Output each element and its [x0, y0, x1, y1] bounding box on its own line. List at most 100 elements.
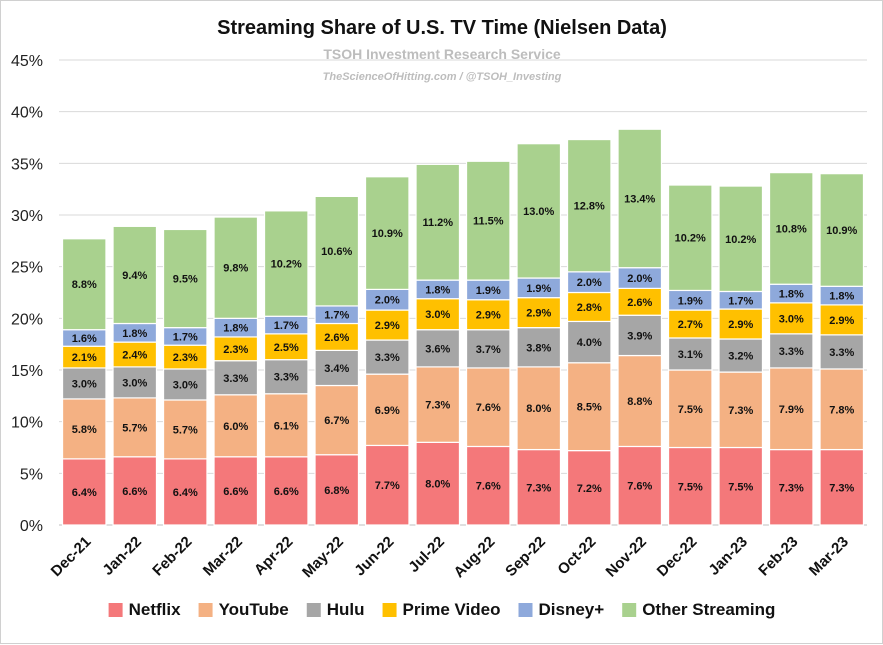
- bar-segment: [112, 225, 158, 325]
- bar-segment: [566, 138, 612, 273]
- data-label: 7.8%: [829, 404, 854, 416]
- legend-label: Other Streaming: [642, 600, 775, 619]
- data-label: 3.7%: [476, 344, 501, 356]
- bar-segment: [364, 373, 410, 447]
- bar-segment: [314, 454, 360, 526]
- bar-segment: [415, 329, 461, 368]
- data-label: 2.1%: [72, 352, 97, 364]
- x-tick-label: Jan-23: [705, 533, 751, 579]
- data-label: 2.9%: [526, 308, 551, 320]
- data-label: 2.6%: [324, 332, 349, 344]
- data-label: 6.8%: [324, 485, 349, 497]
- data-label: 7.2%: [577, 483, 602, 495]
- data-label: 1.9%: [678, 295, 703, 307]
- bars: [61, 128, 865, 526]
- data-label: 8.8%: [72, 279, 97, 291]
- y-tick-label: 35%: [11, 156, 43, 173]
- data-label: 2.9%: [375, 320, 400, 332]
- bar-segment: [213, 394, 259, 458]
- data-label: 7.3%: [425, 400, 450, 412]
- data-label: 10.9%: [826, 225, 857, 237]
- bar-segment: [667, 184, 713, 292]
- bar-segment: [263, 456, 309, 526]
- bar-segment: [718, 371, 764, 449]
- legend-label: YouTube: [219, 600, 289, 619]
- y-tick-label: 5%: [20, 466, 43, 483]
- y-tick-label: 40%: [11, 105, 43, 122]
- legend-swatch: [382, 603, 397, 617]
- data-label: 6.6%: [223, 486, 248, 498]
- bar-segment: [718, 446, 764, 526]
- bar-segment: [768, 172, 814, 285]
- data-label: 2.0%: [627, 273, 652, 285]
- data-label: 1.9%: [526, 283, 551, 295]
- data-label: 3.3%: [829, 347, 854, 359]
- data-label: 3.1%: [678, 349, 703, 361]
- data-label: 10.9%: [372, 228, 403, 240]
- bar-segment: [61, 238, 107, 331]
- data-label: 4.0%: [577, 337, 602, 349]
- data-label: 10.2%: [271, 259, 302, 271]
- data-label: 3.0%: [72, 378, 97, 390]
- data-label: 3.0%: [173, 379, 198, 391]
- chart-subtitle: TSOH Investment Research Service: [323, 46, 561, 62]
- bar-segment: [465, 299, 511, 331]
- data-label: 13.0%: [523, 206, 554, 218]
- x-tick-label: Aug-22: [451, 533, 499, 581]
- x-tick-label: Oct-22: [554, 533, 599, 578]
- bar-segment: [112, 366, 158, 399]
- data-label: 1.7%: [728, 295, 753, 307]
- y-tick-label: 0%: [20, 518, 43, 535]
- x-tick-label: May-22: [299, 533, 347, 581]
- bar-segment: [112, 397, 158, 458]
- bar-segment: [364, 444, 410, 526]
- legend-label: Prime Video: [403, 600, 501, 619]
- data-label: 7.3%: [779, 482, 804, 494]
- bar-segment: [516, 448, 562, 526]
- legend-swatch: [108, 603, 123, 617]
- bar-segment: [667, 369, 713, 449]
- data-label: 6.7%: [324, 415, 349, 427]
- bar-segment: [617, 128, 663, 269]
- data-label: 9.8%: [223, 263, 248, 275]
- bar-segment: [465, 329, 511, 369]
- data-label: 2.7%: [678, 319, 703, 331]
- x-tick-label: Sep-22: [502, 533, 549, 580]
- data-label: 1.6%: [72, 333, 97, 345]
- chart-subtitle-credit: TheScienceOfHitting.com / @TSOH_Investin…: [323, 71, 562, 83]
- bar-segment: [819, 173, 865, 287]
- data-label: 1.8%: [223, 323, 248, 335]
- data-label: 3.0%: [425, 309, 450, 321]
- data-label: 1.7%: [173, 331, 198, 343]
- data-label: 5.7%: [122, 422, 147, 434]
- data-label: 1.7%: [274, 320, 299, 332]
- data-label: 6.9%: [375, 405, 400, 417]
- bar-segment: [516, 366, 562, 451]
- y-tick-label: 15%: [11, 363, 43, 380]
- bar-segment: [162, 368, 208, 401]
- data-label: 9.5%: [173, 274, 198, 286]
- x-tick-label: Apr-22: [251, 533, 297, 579]
- data-label: 2.3%: [223, 344, 248, 356]
- data-label: 1.8%: [829, 291, 854, 303]
- bar-segment: [566, 450, 612, 526]
- data-labels: 6.4% 5.8% 3.0% 2.1% 1.6% 8.8% 6.6% 5.7% 3.0% 2.4%…: [72, 193, 858, 498]
- data-label: 2.9%: [829, 315, 854, 327]
- y-tick-label: 45%: [11, 53, 43, 70]
- data-label: 3.6%: [425, 343, 450, 355]
- data-label: 1.7%: [324, 310, 349, 322]
- data-label: 9.4%: [122, 270, 147, 282]
- data-label: 10.6%: [321, 246, 352, 258]
- y-tick-label: 25%: [11, 260, 43, 277]
- bar-segment: [263, 210, 309, 317]
- data-label: 3.4%: [324, 363, 349, 375]
- x-tick-label: Dec-21: [48, 533, 95, 580]
- y-tick-label: 30%: [11, 208, 43, 225]
- bar-segment: [162, 399, 208, 460]
- data-label: 8.5%: [577, 402, 602, 414]
- bar-segment: [415, 366, 461, 443]
- bar-segment: [162, 228, 208, 329]
- data-label: 8.8%: [627, 396, 652, 408]
- data-label: 7.6%: [627, 481, 652, 493]
